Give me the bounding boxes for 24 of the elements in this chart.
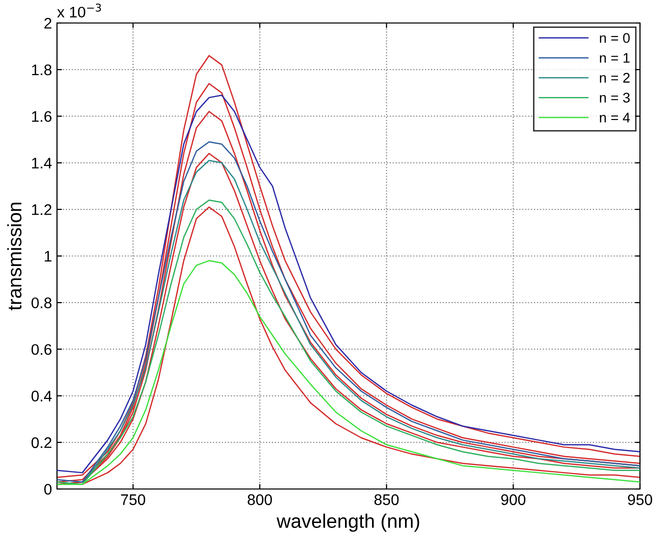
y-tick-label: 1.2 [32, 204, 52, 215]
legend-label: n = 1 [600, 53, 630, 63]
legend-label: n = 4 [600, 112, 630, 122]
x-tick-label: 950 [628, 494, 652, 506]
y-tick-label: 1 [44, 251, 52, 262]
y-tick-label: 1.6 [32, 111, 52, 122]
x-tick-label: 800 [248, 494, 272, 506]
y-tick-label: 0.4 [32, 390, 52, 402]
y-tick-label: 0 [44, 484, 52, 495]
y-tick-label: 1.4 [32, 158, 52, 168]
y-axis-title: transmission [7, 202, 22, 310]
y-tick-label: 0.6 [32, 344, 52, 355]
y-tick-label: 0.8 [32, 297, 52, 308]
y-tick-label: 2 [44, 18, 52, 29]
legend-label: n = 2 [600, 72, 630, 83]
text: x 10$^{−3}$ [57, 4, 101, 18]
x-tick-label: 750 [121, 494, 146, 506]
legend-label: n = 3 [600, 92, 630, 103]
x-axis-title: wavelength (nm) [276, 514, 420, 532]
y-tick-label: 0.2 [32, 437, 52, 448]
x-tick-label: 850 [374, 494, 399, 506]
x-tick-label: 900 [501, 494, 526, 506]
legend-label: n = 0 [600, 33, 630, 43]
y-tick-label: 1.8 [32, 64, 52, 76]
